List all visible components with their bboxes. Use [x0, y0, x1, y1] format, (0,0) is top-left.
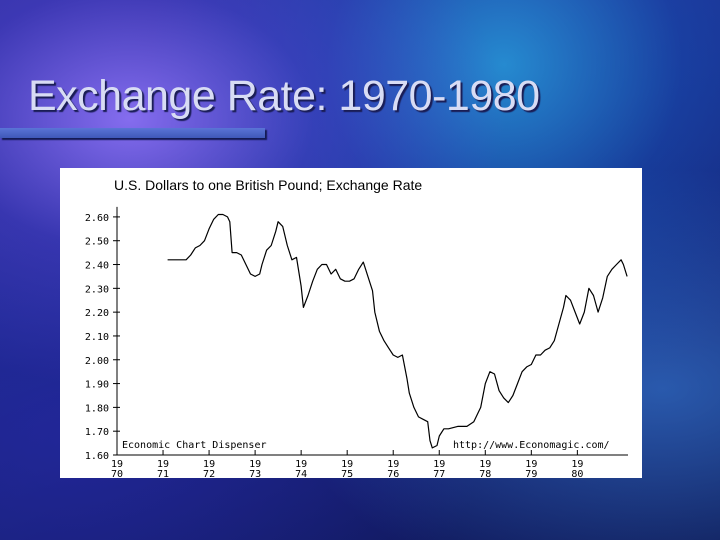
x-tick-label-century: 19: [525, 459, 537, 470]
x-tick-label-century: 19: [387, 459, 399, 470]
annotation-source-left: Economic Chart Dispenser: [122, 440, 267, 451]
x-tick-label-century: 19: [571, 459, 583, 470]
x-tick-label-century: 19: [157, 459, 169, 470]
x-tick-label-year: 76: [387, 469, 399, 478]
x-tick-label-century: 19: [295, 459, 307, 470]
y-tick-label: 2.20: [85, 308, 109, 319]
x-tick-label-century: 19: [203, 459, 215, 470]
x-tick-label-year: 78: [479, 469, 491, 478]
annotation-source-right: http://www.Economagic.com/: [453, 440, 610, 451]
exchange-rate-chart: U.S. Dollars to one British Pound; Excha…: [85, 177, 628, 478]
y-tick-label: 2.60: [85, 213, 109, 224]
x-tick-label-year: 79: [525, 469, 537, 478]
x-tick-label-year: 71: [157, 469, 169, 478]
title-underline: [0, 128, 265, 138]
y-tick-label: 1.90: [85, 380, 109, 391]
x-tick-label-year: 70: [111, 469, 123, 478]
x-tick-label-century: 19: [249, 459, 261, 470]
chart-series: [167, 213, 628, 449]
chart-axes: [116, 206, 628, 456]
y-tick-label: 2.40: [85, 261, 109, 272]
x-tick-label-year: 73: [249, 469, 261, 478]
x-tick-label-year: 77: [433, 469, 445, 478]
x-tick-label-century: 19: [111, 459, 123, 470]
x-tick-label-year: 72: [203, 469, 215, 478]
x-tick-label-year: 75: [341, 469, 353, 478]
y-tick-label: 2.30: [85, 284, 109, 295]
x-tick-label-year: 80: [571, 469, 583, 478]
chart-title: U.S. Dollars to one British Pound; Excha…: [114, 177, 422, 193]
x-tick-label-year: 74: [295, 469, 307, 478]
chart-panel: U.S. Dollars to one British Pound; Excha…: [60, 168, 642, 478]
y-tick-label: 1.80: [85, 403, 109, 414]
y-tick-label: 2.50: [85, 237, 109, 248]
series-line: [167, 213, 628, 449]
y-tick-label: 1.70: [85, 427, 109, 438]
x-tick-label-century: 19: [479, 459, 491, 470]
x-tick-label-century: 19: [433, 459, 445, 470]
x-axis-ticks: 1970197119721973197419751976197719781979…: [111, 450, 583, 478]
y-tick-label: 2.00: [85, 356, 109, 367]
y-tick-label: 2.10: [85, 332, 109, 343]
y-axis-ticks: 1.60 1.70 1.80 1.90 2.00 2.10 2.20 2.30 2.40 2.50…: [85, 213, 120, 462]
slide-title: Exchange Rate: 1970-1980: [28, 72, 540, 120]
y-tick-label: 1.60: [85, 451, 109, 462]
x-tick-label-century: 19: [341, 459, 353, 470]
